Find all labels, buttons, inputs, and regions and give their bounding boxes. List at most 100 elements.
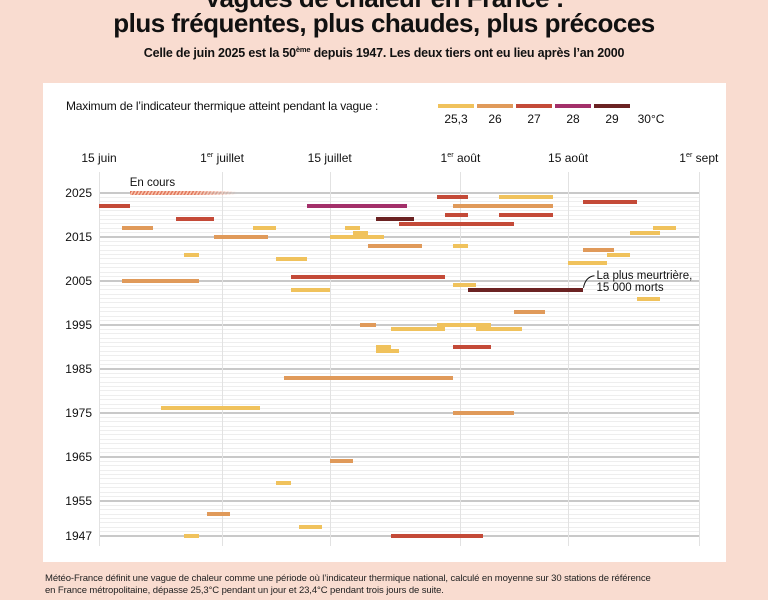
- y-tick-label: 1985: [65, 361, 92, 376]
- heatwave-bar: [160, 406, 261, 411]
- heatwave-bar: [452, 283, 476, 288]
- heatwave-bar: [452, 243, 469, 248]
- heatwave-bar: [329, 459, 353, 464]
- vertical-gridline: [568, 172, 570, 546]
- heatwave-bar: [398, 221, 515, 226]
- heatwave-bar: [99, 204, 130, 209]
- gridline: [99, 495, 700, 497]
- gridline: [99, 487, 700, 489]
- heatwave-bar: [468, 287, 584, 292]
- gridline: [99, 355, 700, 357]
- heatwave-bar: [498, 213, 553, 218]
- heatwave-bar: [291, 274, 446, 279]
- major-gridline: [99, 499, 700, 502]
- heatwave-bar: [352, 230, 369, 235]
- gridline: [99, 254, 700, 256]
- gridline: [99, 460, 700, 462]
- heatwave-bar: [298, 525, 322, 530]
- gridline: [99, 522, 700, 524]
- heatwave-bar: [206, 512, 230, 516]
- gridline: [99, 298, 700, 300]
- subtitle-sup: ème: [295, 44, 311, 54]
- heatwave-bar: [375, 217, 415, 222]
- gridline: [99, 267, 700, 269]
- heatwave-bar: [345, 226, 361, 231]
- gridline: [99, 438, 700, 440]
- heatwave-bar: [629, 230, 661, 235]
- legend-tick-label: 25,3: [444, 112, 468, 126]
- gridline: [99, 320, 700, 322]
- footnote-line1: Météo-France définit une vague de chaleu…: [45, 573, 651, 584]
- heatwave-bar: [375, 349, 399, 354]
- gridline: [99, 337, 700, 339]
- gridline: [99, 478, 700, 480]
- gridline: [99, 416, 700, 418]
- gridline: [99, 284, 700, 286]
- subtitle-text: Celle de juin 2025 est la 50: [143, 46, 296, 60]
- major-gridline: [99, 411, 700, 414]
- legend-swatch: [594, 104, 630, 108]
- legend-swatch: [555, 104, 591, 108]
- vertical-gridline: [329, 172, 331, 546]
- legend-tick-label: 26: [488, 112, 502, 126]
- heatwave-bar: [391, 327, 446, 332]
- major-gridline: [99, 455, 700, 458]
- chart-panel: [43, 83, 726, 562]
- heatwave-bar: [175, 217, 215, 222]
- gridline: [99, 258, 700, 260]
- gridline: [99, 210, 700, 212]
- vertical-gridline: [222, 172, 224, 546]
- gridline: [99, 390, 700, 392]
- gridline: [99, 394, 700, 396]
- gridline: [99, 447, 700, 449]
- gridline: [99, 214, 700, 216]
- heatwave-bar: [122, 278, 199, 283]
- y-tick-label: 2015: [65, 230, 92, 244]
- heatwave-bar: [291, 287, 330, 292]
- legend-swatch: [516, 104, 552, 108]
- y-tick-label: 2025: [65, 186, 92, 201]
- y-tick-label: 1995: [65, 317, 92, 332]
- gridline: [99, 262, 700, 264]
- gridline: [99, 306, 700, 308]
- gridline: [99, 381, 700, 383]
- heatwave-bar: [375, 344, 392, 349]
- gridline: [99, 469, 700, 471]
- heatwave-bar: [252, 226, 276, 231]
- heatwave-bar: [275, 481, 292, 486]
- gridline: [99, 201, 700, 203]
- heatwave-bar: [306, 204, 407, 209]
- gridline: [99, 429, 700, 431]
- legend-swatch: [477, 104, 513, 108]
- gridline: [99, 333, 700, 335]
- major-gridline: [99, 192, 700, 195]
- gridline: [99, 531, 700, 533]
- gridline: [99, 399, 700, 401]
- heatwave-bar: [368, 243, 422, 248]
- major-gridline: [99, 236, 700, 238]
- gridline: [99, 526, 700, 528]
- legend-swatch: [438, 104, 474, 108]
- gridline: [99, 350, 700, 352]
- heatwave-bar: [583, 248, 615, 253]
- legend-tick-label: 28: [566, 112, 580, 126]
- gridline: [99, 227, 700, 229]
- gridline: [99, 403, 700, 405]
- legend-tick-label: 27: [527, 112, 541, 126]
- footnote: Météo-France définit une vague de chaleu…: [45, 573, 651, 597]
- heatwave-bar: [214, 235, 269, 239]
- y-tick-label: 1947: [65, 529, 92, 543]
- gridline: [99, 342, 700, 344]
- gridline: [99, 364, 700, 366]
- footnote-line2: en France métropolitaine, dépasse 25,3°C…: [45, 585, 444, 596]
- gridline: [99, 372, 700, 374]
- gridline: [99, 249, 700, 251]
- gridline: [99, 509, 700, 511]
- heatwave-bar: [183, 534, 199, 538]
- heatwave-bar: [606, 252, 630, 257]
- gridline: [99, 289, 700, 291]
- heatwave-bar: [183, 252, 199, 257]
- gridline: [99, 302, 700, 304]
- gridline: [99, 421, 700, 423]
- heatwave-bar: [283, 375, 453, 380]
